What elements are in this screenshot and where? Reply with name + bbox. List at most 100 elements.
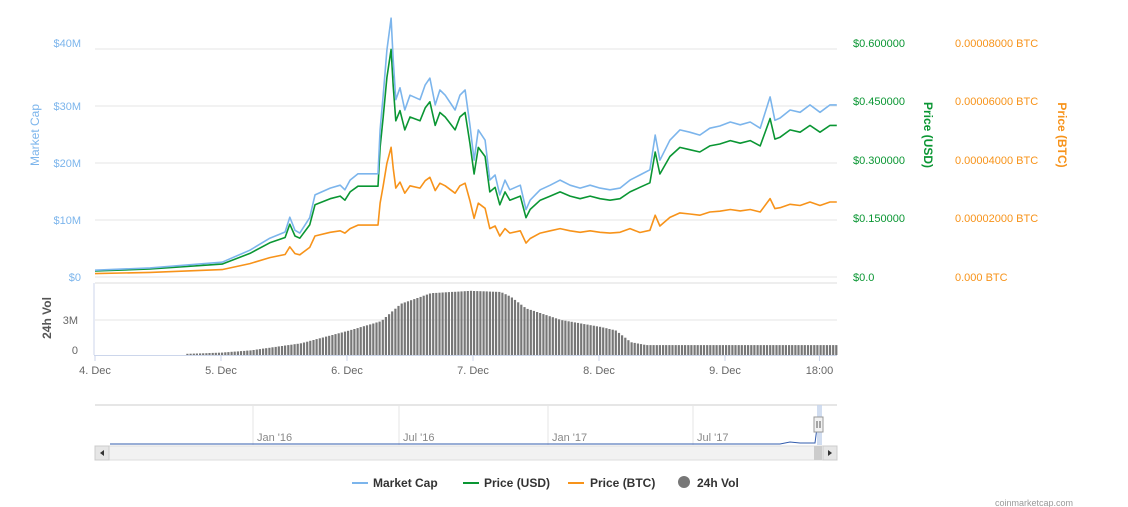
btc-tick: 0.000 BTC [955, 272, 1008, 284]
volume-bar [406, 301, 410, 355]
volume-bar [384, 317, 387, 355]
volume-bar [674, 345, 677, 355]
volume-bar [791, 345, 794, 355]
volume-bar [208, 353, 211, 355]
legend-item-market-cap[interactable]: Market Cap [352, 476, 438, 490]
volume-bar [740, 345, 743, 355]
vol-tick: 0 [72, 345, 78, 357]
volume-bar [400, 303, 403, 355]
volume-bar [646, 345, 649, 355]
volume-bar [350, 329, 353, 355]
scrollbar-thumb[interactable] [814, 446, 822, 460]
grid-lines [93, 48, 837, 355]
volume-bar [658, 345, 661, 355]
volume-bar [595, 326, 598, 355]
navigator[interactable]: Jan '16 Jul '16 Jan '17 Jul '17 [95, 404, 837, 445]
volume-bar [592, 325, 595, 355]
volume-bar [712, 345, 715, 355]
volume-bar [192, 353, 195, 355]
volume-bar [482, 291, 485, 355]
volume-bar [765, 345, 769, 355]
volume-bar [410, 300, 413, 355]
volume-bar [614, 330, 617, 355]
volume-bar [573, 322, 576, 355]
volume-bar [195, 353, 198, 355]
volume-bar [772, 345, 775, 355]
volume-bar [312, 340, 315, 355]
volume-axis-title: 24h Vol [40, 297, 54, 339]
navigator-label: Jan '16 [257, 432, 292, 444]
volume-bar [258, 349, 261, 355]
volume-bar [369, 324, 372, 355]
volume-bar [227, 352, 230, 355]
volume-bar [665, 345, 668, 355]
volume-bar [236, 351, 239, 355]
volume-bar [444, 292, 447, 355]
volume-bar [750, 345, 753, 355]
volume-bar [580, 323, 583, 355]
volume-bar [485, 291, 488, 355]
navigator-label: Jul '17 [697, 432, 728, 444]
volume-bar [649, 345, 652, 355]
volume-bar [548, 316, 551, 355]
volume-bar [306, 341, 309, 355]
volume-bar [803, 345, 806, 355]
volume-bar [718, 345, 721, 355]
volume-bar [432, 293, 435, 355]
volume-bar [794, 345, 797, 355]
usd-tick: $0.300000 [853, 155, 905, 167]
volume-bar [816, 345, 819, 355]
volume-bar [343, 331, 347, 355]
legend-item-price-btc[interactable]: Price (BTC) [568, 476, 655, 490]
volume-bar [375, 322, 378, 355]
mcap-tick: $0 [69, 272, 81, 284]
legend-item-price-usd[interactable]: Price (USD) [463, 476, 550, 490]
scrollbar[interactable] [94, 445, 838, 461]
legend-label: Price (USD) [484, 476, 550, 490]
volume-bar [476, 291, 479, 355]
usd-tick: $0.150000 [853, 213, 905, 225]
volume-bar [813, 345, 816, 355]
volume-bar [743, 345, 747, 355]
volume-bar [668, 345, 671, 355]
legend-label: 24h Vol [697, 476, 739, 490]
volume-bar [466, 291, 469, 355]
volume-bar [293, 344, 296, 355]
price-usd-axis-title: Price (USD) [921, 102, 935, 168]
vol-tick: 3M [63, 315, 78, 327]
volume-bar [532, 310, 535, 355]
volume-bar [394, 308, 397, 355]
volume-bar [403, 302, 406, 355]
volume-bar [243, 350, 246, 355]
price-usd-line [94, 48, 837, 272]
mcap-tick: $30M [53, 101, 81, 113]
volume-bar [819, 345, 822, 355]
volume-bar [561, 320, 564, 355]
volume-bar [504, 294, 507, 355]
volume-bar [725, 345, 728, 355]
volume-bar [337, 333, 340, 355]
credit-link[interactable]: coinmarketcap.com [995, 498, 1073, 507]
x-tick-label: 7. Dec [457, 365, 489, 377]
x-tick-label: 9. Dec [709, 365, 741, 377]
volume-bar [388, 314, 391, 355]
volume-bar [290, 344, 293, 355]
volume-bar [454, 291, 457, 355]
volume-bar [605, 328, 608, 355]
volume-bar [696, 345, 699, 355]
volume-bar [274, 346, 277, 355]
market-cap-line [94, 17, 837, 271]
mcap-tick: $10M [53, 215, 81, 227]
volume-bar [365, 325, 369, 355]
volume-bar [262, 348, 265, 355]
volume-bar [419, 296, 422, 355]
volume-bar [542, 314, 545, 355]
legend-item-24h-vol[interactable]: 24h Vol [678, 476, 739, 490]
volume-bar [513, 299, 517, 355]
volume-bar [498, 291, 501, 355]
x-axis: 4. Dec 5. Dec 6. Dec 7. Dec 8. Dec 9. Dec 18:0… [79, 355, 837, 377]
volume-bar [526, 308, 529, 355]
volume-bar [186, 353, 189, 355]
navigator-handle[interactable] [813, 416, 824, 433]
volume-bar [747, 345, 750, 355]
